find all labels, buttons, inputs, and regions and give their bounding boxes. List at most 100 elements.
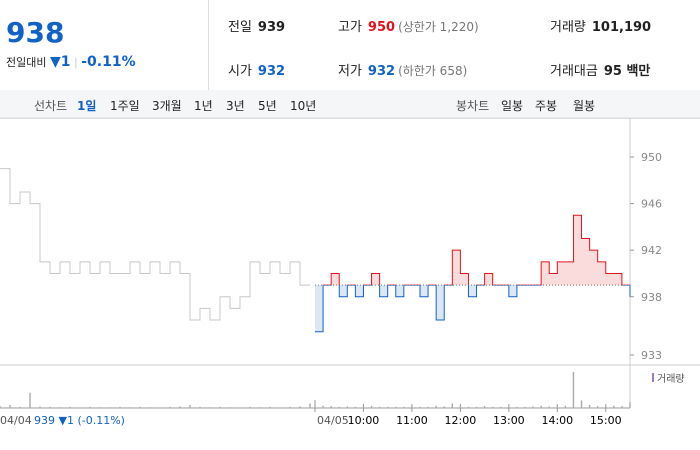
- period-tab[interactable]: 3개월: [152, 99, 182, 113]
- volume-bar: [219, 406, 221, 408]
- volume-bar: [564, 405, 567, 408]
- volume-bar: [309, 403, 311, 408]
- volume-bar: [0, 406, 1, 408]
- volume-bar: [119, 406, 121, 408]
- period-tab[interactable]: 10년: [290, 99, 317, 113]
- stat-label: 시가: [228, 64, 252, 79]
- stat: 전일 939: [228, 16, 285, 35]
- period-tab[interactable]: 1일: [77, 99, 97, 113]
- period-tabs: 선차트 1일 1주일 3개월 1년 3년 5년 10년 봉차트 일봉 주봉 월봉: [0, 90, 700, 119]
- volume-bar: [129, 407, 131, 408]
- volume-bar: [346, 406, 349, 408]
- stat-value: 950: [367, 20, 396, 35]
- up-area: [331, 215, 622, 286]
- volume-bar: [508, 406, 510, 408]
- price-line: [0, 168, 310, 321]
- volume-legend: 거래량: [657, 373, 685, 385]
- period-tab[interactable]: 5년: [258, 99, 277, 113]
- volume-bar: [524, 406, 526, 408]
- volume-bar: [19, 406, 21, 408]
- stat: 거래량 101,190: [550, 16, 651, 35]
- volume-bar: [629, 402, 631, 408]
- volume-bar: [179, 406, 181, 408]
- y-tick-label: 938: [641, 291, 662, 304]
- volume-bar: [338, 406, 340, 408]
- volume-bar: [378, 406, 381, 408]
- volume-bar: [395, 406, 397, 408]
- up-line: [322, 214, 631, 286]
- candle-tab[interactable]: 일봉: [501, 99, 524, 113]
- volume-bar: [99, 407, 101, 408]
- volume-bar: [199, 406, 201, 408]
- today-date: 04/05: [317, 414, 349, 427]
- x-tick-label: 14:00: [541, 414, 573, 427]
- change-value: ▼1: [49, 54, 71, 70]
- period-tab[interactable]: 1년: [194, 99, 213, 113]
- volume-bar: [556, 405, 559, 408]
- change: 전일대비 ▼1 | -0.11%: [6, 54, 136, 70]
- volume-bar: [59, 407, 61, 408]
- volume-bar: [149, 407, 151, 408]
- period-tab[interactable]: 3년: [226, 99, 245, 113]
- change-label: 전일대비: [6, 56, 47, 69]
- volume-bar: [109, 407, 111, 408]
- volume-bar: [411, 406, 413, 408]
- volume-bar: [491, 406, 494, 408]
- volume-bar: [169, 406, 171, 408]
- stat-value: 101,190: [591, 20, 652, 35]
- volume-bar: [532, 406, 534, 408]
- stat-value: 932: [257, 64, 286, 79]
- volume-bar: [189, 404, 191, 408]
- volume-bar: [279, 407, 281, 408]
- volume-bar: [314, 404, 316, 408]
- down-area: [315, 285, 630, 332]
- quote-header: 938 전일대비 ▼1 | -0.11% 전일 939 고가 950 (상한가 1,22…: [0, 0, 700, 91]
- volume-bar: [548, 406, 550, 408]
- period-tab[interactable]: 1주일: [110, 99, 140, 113]
- volume-bar: [289, 406, 291, 408]
- volume-bar: [516, 406, 518, 408]
- volume-bar: [249, 406, 251, 408]
- y-tick-label: 933: [641, 349, 662, 362]
- stat-label: 거래량: [550, 20, 586, 35]
- candle-tab[interactable]: 월봉: [573, 99, 596, 113]
- candle-tab[interactable]: 주봉: [535, 99, 558, 113]
- volume-bar: [386, 406, 389, 408]
- price: 938: [6, 16, 65, 49]
- x-tick-label: 15:00: [590, 414, 622, 427]
- volume-bar: [209, 407, 211, 408]
- volume-bar: [362, 406, 365, 408]
- volume-bar: [572, 371, 575, 408]
- volume-bar: [269, 406, 271, 408]
- volume-bar: [605, 406, 607, 408]
- volume-bar: [540, 405, 542, 408]
- volume-bar: [89, 406, 91, 408]
- prev-summary: 939 ▼1 (-0.11%): [34, 414, 125, 427]
- volume-bar: [459, 405, 462, 408]
- y-tick-label: 946: [641, 198, 662, 211]
- x-tick-label: 12:00: [445, 414, 477, 427]
- volume-bar: [613, 405, 615, 408]
- volume-bar: [427, 406, 429, 408]
- volume-bar: [229, 407, 231, 408]
- volume-bar: [483, 406, 486, 408]
- volume-bar: [596, 406, 599, 408]
- stat-value: 932: [367, 64, 396, 79]
- volume-bar: [299, 406, 301, 408]
- volume-bar: [621, 406, 623, 408]
- volume-bar: [370, 406, 373, 408]
- volume-bar: [588, 404, 591, 408]
- stat: 저가 932 (하한가 658): [338, 60, 467, 79]
- y-tick-label: 942: [641, 244, 662, 257]
- stat: 고가 950 (상한가 1,220): [338, 16, 479, 35]
- volume-legend-swatch: [652, 373, 654, 382]
- volume-bar: [403, 406, 405, 408]
- x-tick-label: 10:00: [348, 414, 380, 427]
- down-line: [315, 285, 631, 333]
- volume-bar: [9, 404, 11, 408]
- volume-bar: [443, 406, 445, 408]
- volume-bar: [239, 407, 241, 408]
- stat-label: 저가: [338, 64, 362, 79]
- stat-value: 95 백만: [603, 64, 651, 79]
